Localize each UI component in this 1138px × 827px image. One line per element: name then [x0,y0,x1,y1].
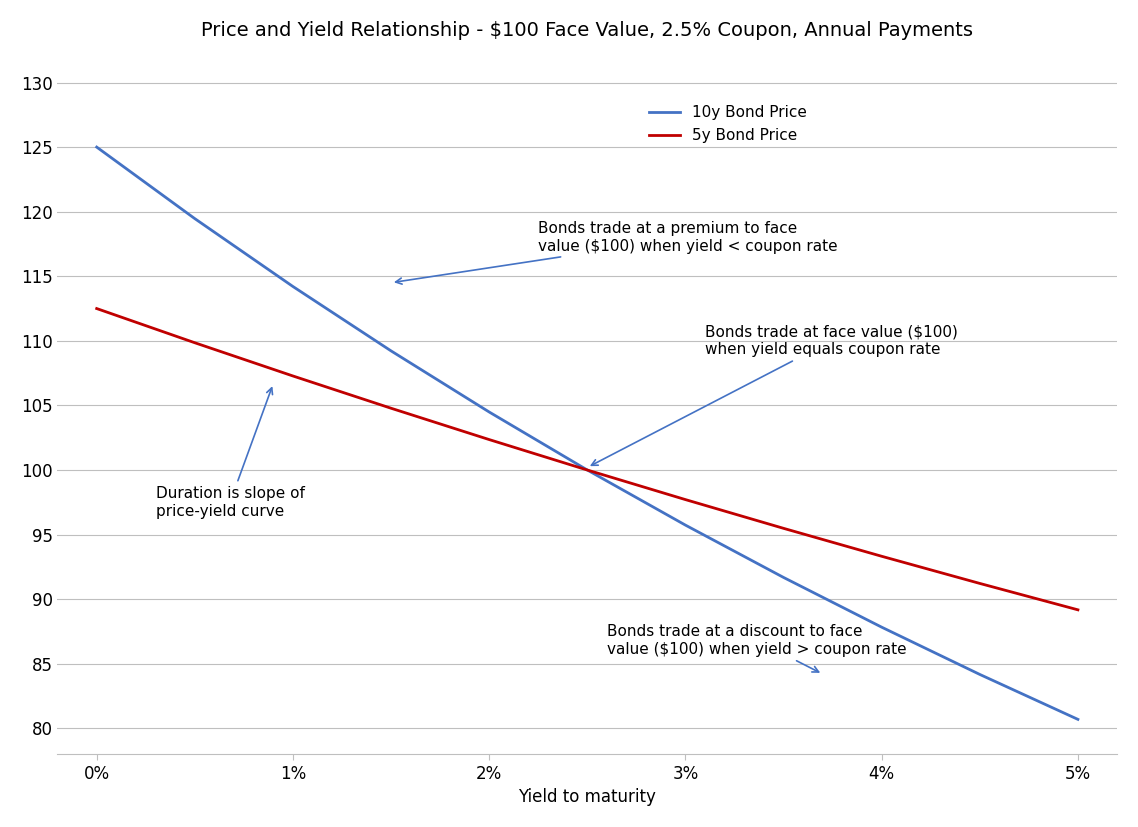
Text: Bonds trade at a discount to face
value ($100) when yield > coupon rate: Bonds trade at a discount to face value … [607,624,907,672]
5y Bond Price [777,523,791,533]
10y Bond Price [580,465,594,475]
5y Bond Price [188,337,201,347]
5y Bond Price [875,552,889,562]
Text: Duration is slope of
price-yield curve: Duration is slope of price-yield curve [156,388,305,519]
5y Bond Price [973,578,987,588]
5y Bond Price [483,435,496,445]
5y Bond Price [286,371,299,381]
10y Bond Price [678,520,692,530]
5y Bond Price [580,465,594,475]
10y Bond Price [90,142,104,152]
Legend: 10y Bond Price, 5y Bond Price: 10y Bond Price, 5y Bond Price [643,99,813,149]
10y Bond Price [385,346,398,356]
5y Bond Price [678,495,692,504]
Line: 10y Bond Price: 10y Bond Price [97,147,1078,719]
5y Bond Price [90,304,104,313]
10y Bond Price [483,407,496,417]
Title: Price and Yield Relationship - $100 Face Value, 2.5% Coupon, Annual Payments: Price and Yield Relationship - $100 Face… [201,21,973,40]
10y Bond Price [875,622,889,632]
10y Bond Price [777,572,791,582]
10y Bond Price [286,281,299,291]
Text: Bonds trade at face value ($100)
when yield equals coupon rate: Bonds trade at face value ($100) when yi… [592,325,958,466]
10y Bond Price [973,670,987,680]
X-axis label: Yield to maturity: Yield to maturity [519,788,657,806]
Text: Bonds trade at a premium to face
value ($100) when yield < coupon rate: Bonds trade at a premium to face value (… [396,222,838,284]
5y Bond Price [1071,605,1085,614]
10y Bond Price [1071,715,1085,724]
Line: 5y Bond Price: 5y Bond Price [97,308,1078,609]
5y Bond Price [385,404,398,414]
10y Bond Price [188,213,201,223]
